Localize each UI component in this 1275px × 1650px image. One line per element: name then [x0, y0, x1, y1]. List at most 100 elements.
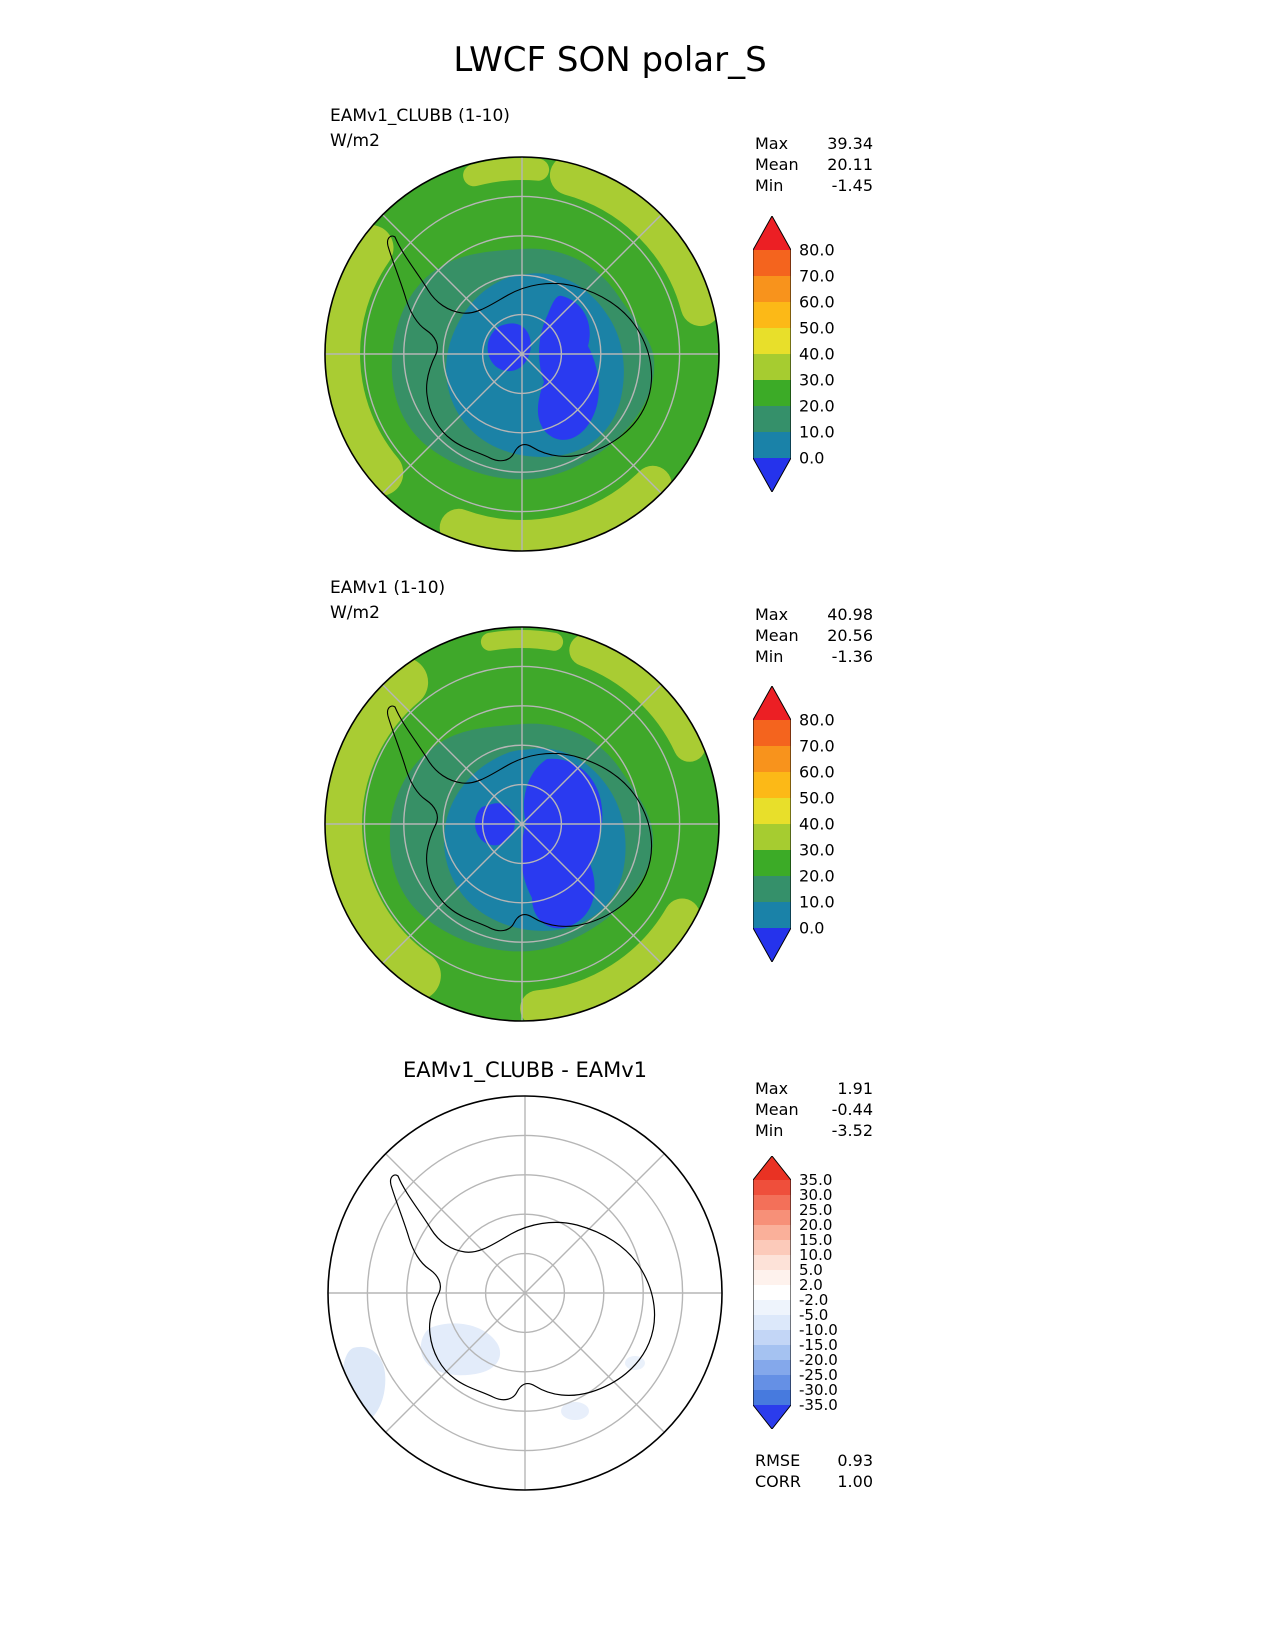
- stat-mean: Mean 20.11: [755, 154, 873, 175]
- map-eamv1-clubb: [324, 156, 720, 552]
- colorbar-svg: [752, 214, 792, 494]
- colorbar-tick-label: 20.0: [799, 866, 835, 886]
- colorbar-tick-label: 10.0: [799, 1246, 833, 1264]
- colorbar-tick-label: 40.0: [799, 344, 835, 364]
- map-eamv1: [324, 626, 720, 1022]
- graticule: [324, 626, 720, 1022]
- metric-rmse: RMSE 0.93: [755, 1450, 873, 1471]
- stat-min-label: Min: [755, 1121, 784, 1140]
- panel2-units: W/m2: [330, 603, 380, 623]
- colorbar-segment: [753, 432, 791, 458]
- stat-mean-value: 20.11: [827, 155, 873, 174]
- panel3-title: EAMv1_CLUBB - EAMv1: [402, 1058, 647, 1082]
- stat-max-value: 39.34: [827, 134, 873, 153]
- colorbar-segment: [753, 876, 791, 902]
- panel1-name: EAMv1_CLUBB (1-10): [330, 106, 510, 126]
- graticule: [324, 156, 720, 552]
- colorbar-segment: [753, 1330, 791, 1345]
- contour-band-below-0b: [487, 323, 531, 372]
- map-difference: [327, 1095, 723, 1491]
- colorbar-segment: [753, 1195, 791, 1210]
- colorbar-segment: [753, 798, 791, 824]
- contour-band-below-0: [521, 758, 603, 929]
- colorbar-segment: [753, 850, 791, 876]
- colorbar-svg: [752, 684, 792, 964]
- colorbar-segment: [753, 1285, 791, 1300]
- diff-negative-patch: [561, 1402, 589, 1420]
- colorbar-tick-label: -5.0: [799, 1306, 829, 1324]
- stat-min: Min -1.45: [755, 175, 873, 196]
- colorbar-segment: [753, 354, 791, 380]
- colorbar-tick-label: 10.0: [799, 892, 835, 912]
- colorbar-tick-label: 50.0: [799, 318, 835, 338]
- metric-corr-value: 1.00: [837, 1472, 873, 1491]
- map-boundary: [324, 626, 720, 1022]
- colorbar-tick-label: -2.0: [799, 1291, 829, 1309]
- colorbar-segment: [753, 1210, 791, 1225]
- stat-mean-value: -0.44: [831, 1100, 873, 1119]
- colorbar-segment: [753, 1300, 791, 1315]
- stat-max-value: 40.98: [827, 605, 873, 624]
- map-boundary: [324, 156, 720, 552]
- panel1-label: EAMv1_CLUBB (1-10) W/m2: [330, 104, 510, 154]
- metric-rmse-value: 0.93: [837, 1451, 873, 1470]
- panel2-name: EAMv1 (1-10): [330, 578, 446, 598]
- panel2-stats: Max 40.98 Mean 20.56 Min -1.36: [755, 604, 873, 667]
- stat-mean-label: Mean: [755, 1100, 799, 1119]
- colorbar-segment: [753, 302, 791, 328]
- colorbar-tick-label: 15.0: [799, 1231, 833, 1249]
- colorbar-segment: [753, 276, 791, 302]
- colorbar-tick-label: 60.0: [799, 762, 835, 782]
- colorbar-top-arrow: [753, 686, 791, 720]
- colorbar-tick-label: 80.0: [799, 240, 835, 260]
- colorbar-segment: [753, 328, 791, 354]
- colorbar-top-arrow: [753, 216, 791, 250]
- colorbar-segment: [753, 1315, 791, 1330]
- colorbar-segment: [753, 1375, 791, 1390]
- colorbar-top-arrow: [753, 1156, 791, 1180]
- colorbar-tick-label: 30.0: [799, 840, 835, 860]
- graticule: [327, 1095, 723, 1491]
- colorbar-tick-label: 0.0: [799, 448, 825, 468]
- stat-min-label: Min: [755, 647, 784, 666]
- colorbar-tick-label: 20.0: [799, 1216, 833, 1234]
- stat-max: Max 39.34: [755, 133, 873, 154]
- colorbar-segment: [753, 1360, 791, 1375]
- colorbar-panel-3: 35.0 30.0 25.0 20.0 15.0 10.0 5.0 2.0 -2.0 -5.0 -1…: [752, 1155, 838, 1433]
- panel3-stats: Max 1.91 Mean -0.44 Min -3.52: [755, 1078, 873, 1141]
- colorbar-segment: [753, 902, 791, 928]
- diff-negative-patch: [625, 1356, 645, 1370]
- colorbar-tick-label: 10.0: [799, 422, 835, 442]
- colorbar-tick-label: 80.0: [799, 710, 835, 730]
- colorbar-segment: [753, 1225, 791, 1240]
- stat-min: Min -3.52: [755, 1120, 873, 1141]
- metric-rmse-label: RMSE: [755, 1451, 801, 1470]
- colorbar-segment: [753, 1390, 791, 1405]
- stat-min-value: -1.45: [831, 176, 873, 195]
- stat-mean-label: Mean: [755, 155, 799, 174]
- colorbar-tick-label: 70.0: [799, 266, 835, 286]
- colorbar-tick-label: 30.0: [799, 370, 835, 390]
- colorbar-tick-label: 25.0: [799, 1201, 833, 1219]
- stat-max-label: Max: [755, 1079, 789, 1098]
- panel1-stats: Max 39.34 Mean 20.11 Min -1.45: [755, 133, 873, 196]
- colorbar-tick-label: 40.0: [799, 814, 835, 834]
- colorbar-tick-label: -25.0: [799, 1366, 838, 1384]
- stat-min-value: -3.52: [831, 1121, 873, 1140]
- colorbar-tick-label: 30.0: [799, 1186, 833, 1204]
- stat-min-value: -1.36: [831, 647, 873, 666]
- colorbar-segment: [753, 772, 791, 798]
- colorbar-tick-label: 35.0: [799, 1171, 833, 1189]
- colorbar-tick-label: 20.0: [799, 396, 835, 416]
- stat-mean: Mean 20.56: [755, 625, 873, 646]
- colorbar-tick-label: -35.0: [799, 1396, 838, 1414]
- panel3-metrics: RMSE 0.93 CORR 1.00: [755, 1450, 873, 1492]
- colorbar-segment: [753, 1180, 791, 1195]
- stat-max: Max 40.98: [755, 604, 873, 625]
- diff-negative-patch: [420, 1323, 501, 1376]
- map-boundary: [327, 1095, 723, 1491]
- colorbar-segment: [753, 1345, 791, 1360]
- colorbar-bottom-arrow: [753, 928, 791, 962]
- panel1-units: W/m2: [330, 131, 380, 151]
